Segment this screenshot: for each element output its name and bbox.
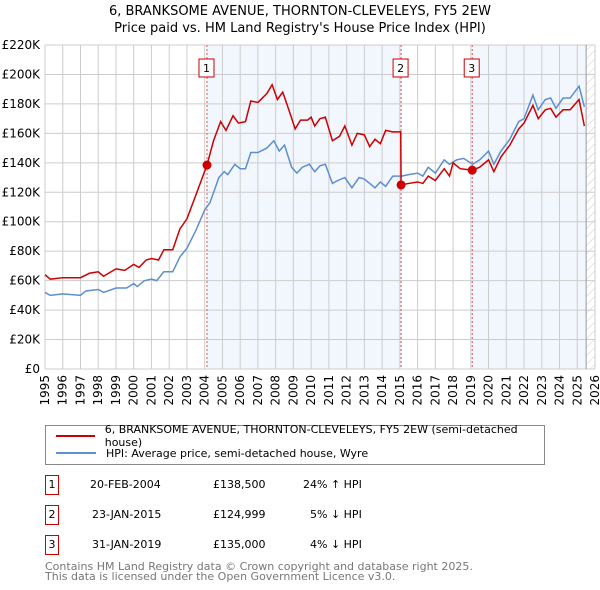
x-tick-label: 2024 (553, 375, 567, 406)
sale-point (396, 180, 406, 190)
sale-label: 1 (203, 62, 210, 75)
shaded-band (206, 45, 402, 369)
y-tick-label: £80K (9, 244, 41, 258)
sale-label: 2 (397, 62, 404, 75)
x-tick-label: 2025 (570, 375, 584, 406)
sale-label-box (198, 58, 215, 78)
sale-point (467, 165, 477, 175)
sale-marker-badge: 1 (45, 475, 59, 495)
x-tick-label: 2026 (588, 375, 600, 406)
sale-label-box (463, 58, 480, 78)
x-tick-label: 2003 (180, 375, 194, 406)
x-tick-label: 2001 (144, 375, 158, 406)
sale-hpi-diff: 4% ↓ HPI (310, 538, 362, 551)
y-tick-label: £200K (2, 67, 42, 81)
legend: 6, BRANKSOME AVENUE, THORNTON-CLEVELEYS,… (45, 423, 545, 465)
y-tick-label: £0 (25, 362, 40, 376)
sale-row: 3 31-JAN-2019 £135,000 4% ↓ HPI (45, 535, 565, 555)
x-tick-label: 2022 (517, 375, 531, 406)
sale-row: 2 23-JAN-2015 £124,999 5% ↓ HPI (45, 505, 565, 525)
footer: Contains HM Land Registry data © Crown c… (45, 560, 473, 583)
shaded-band (472, 45, 587, 369)
sale-hpi-diff: 5% ↓ HPI (310, 508, 362, 521)
y-tick-label: £180K (2, 97, 42, 111)
legend-swatch-red (56, 435, 95, 437)
footer-copyright: Contains HM Land Registry data © Crown c… (45, 560, 473, 573)
sale-label: 3 (468, 62, 475, 75)
x-tick-label: 2020 (482, 375, 496, 406)
legend-swatch-blue (56, 452, 96, 454)
x-tick-label: 2007 (251, 375, 265, 406)
x-tick-label: 2002 (162, 375, 176, 406)
x-tick-label: 2023 (535, 375, 549, 406)
y-tick-label: £160K (2, 126, 42, 140)
x-tick-label: 2015 (393, 375, 407, 406)
legend-item-property: 6, BRANKSOME AVENUE, THORNTON-CLEVELEYS,… (56, 423, 544, 449)
x-tick-label: 2006 (233, 375, 247, 406)
sale-date: 23-JAN-2015 (92, 508, 162, 521)
chart-subtitle: Price paid vs. HM Land Registry's House … (114, 21, 486, 36)
sale-hpi-diff: 24% ↑ HPI (303, 478, 362, 491)
x-tick-label: 2014 (375, 375, 389, 406)
sale-point (202, 160, 212, 170)
x-tick-label: 2000 (127, 375, 141, 406)
y-tick-label: £140K (2, 156, 42, 170)
legend-item-hpi: HPI: Average price, semi-detached house,… (56, 445, 368, 461)
x-tick-label: 2011 (322, 375, 336, 406)
x-tick-label: 2008 (269, 375, 283, 406)
sale-marker-badge: 3 (45, 535, 59, 555)
x-tick-label: 1999 (109, 375, 123, 406)
x-tick-label: 2019 (464, 375, 478, 406)
future-hatch (586, 45, 595, 369)
sale-date: 20-FEB-2004 (90, 478, 161, 491)
x-tick-label: 2021 (499, 375, 513, 406)
sale-price: £124,999 (213, 508, 266, 521)
y-tick-label: £20K (9, 333, 41, 347)
chart-title: 6, BRANKSOME AVENUE, THORNTON-CLEVELEYS,… (108, 4, 492, 19)
legend-label: 6, BRANKSOME AVENUE, THORNTON-CLEVELEYS,… (104, 423, 518, 449)
property-price-line (44, 83, 586, 280)
footer-licence: This data is licensed under the Open Gov… (45, 570, 396, 583)
x-tick-label: 2009 (286, 375, 300, 406)
sale-row: 1 20-FEB-2004 £138,500 24% ↑ HPI (45, 475, 565, 495)
x-tick-label: 1998 (91, 375, 105, 406)
sale-price: £135,000 (213, 538, 266, 551)
legend-label: HPI: Average price, semi-detached house,… (106, 446, 369, 460)
x-tick-label: 1997 (73, 375, 87, 406)
x-tick-label: 2013 (357, 375, 371, 406)
sale-price: £138,500 (213, 478, 266, 491)
x-tick-label: 2017 (428, 375, 442, 406)
y-tick-label: £40K (9, 303, 41, 317)
sale-label-box (392, 58, 409, 78)
price-chart: 1995 1996 1997 1998 1999 2000 2001 2002 2003 2004… (2, 38, 600, 406)
y-tick-label: £100K (2, 215, 42, 229)
x-tick-label: 2005 (215, 375, 229, 406)
y-tick-label: £120K (2, 185, 42, 199)
y-tick-label: £220K (2, 38, 42, 52)
x-tick-label: 1996 (56, 375, 70, 406)
x-tick-label: 2018 (446, 375, 460, 406)
hpi-line (44, 84, 586, 297)
x-tick-label: 2004 (198, 375, 212, 406)
x-tick-label: 2016 (411, 375, 425, 406)
x-tick-label: 1995 (38, 375, 52, 406)
x-tick-label: 2010 (304, 375, 318, 406)
x-tick-label: 2012 (340, 375, 354, 406)
sale-date: 31-JAN-2019 (92, 538, 162, 551)
y-tick-label: £60K (9, 274, 41, 288)
sale-marker-badge: 2 (45, 505, 59, 525)
